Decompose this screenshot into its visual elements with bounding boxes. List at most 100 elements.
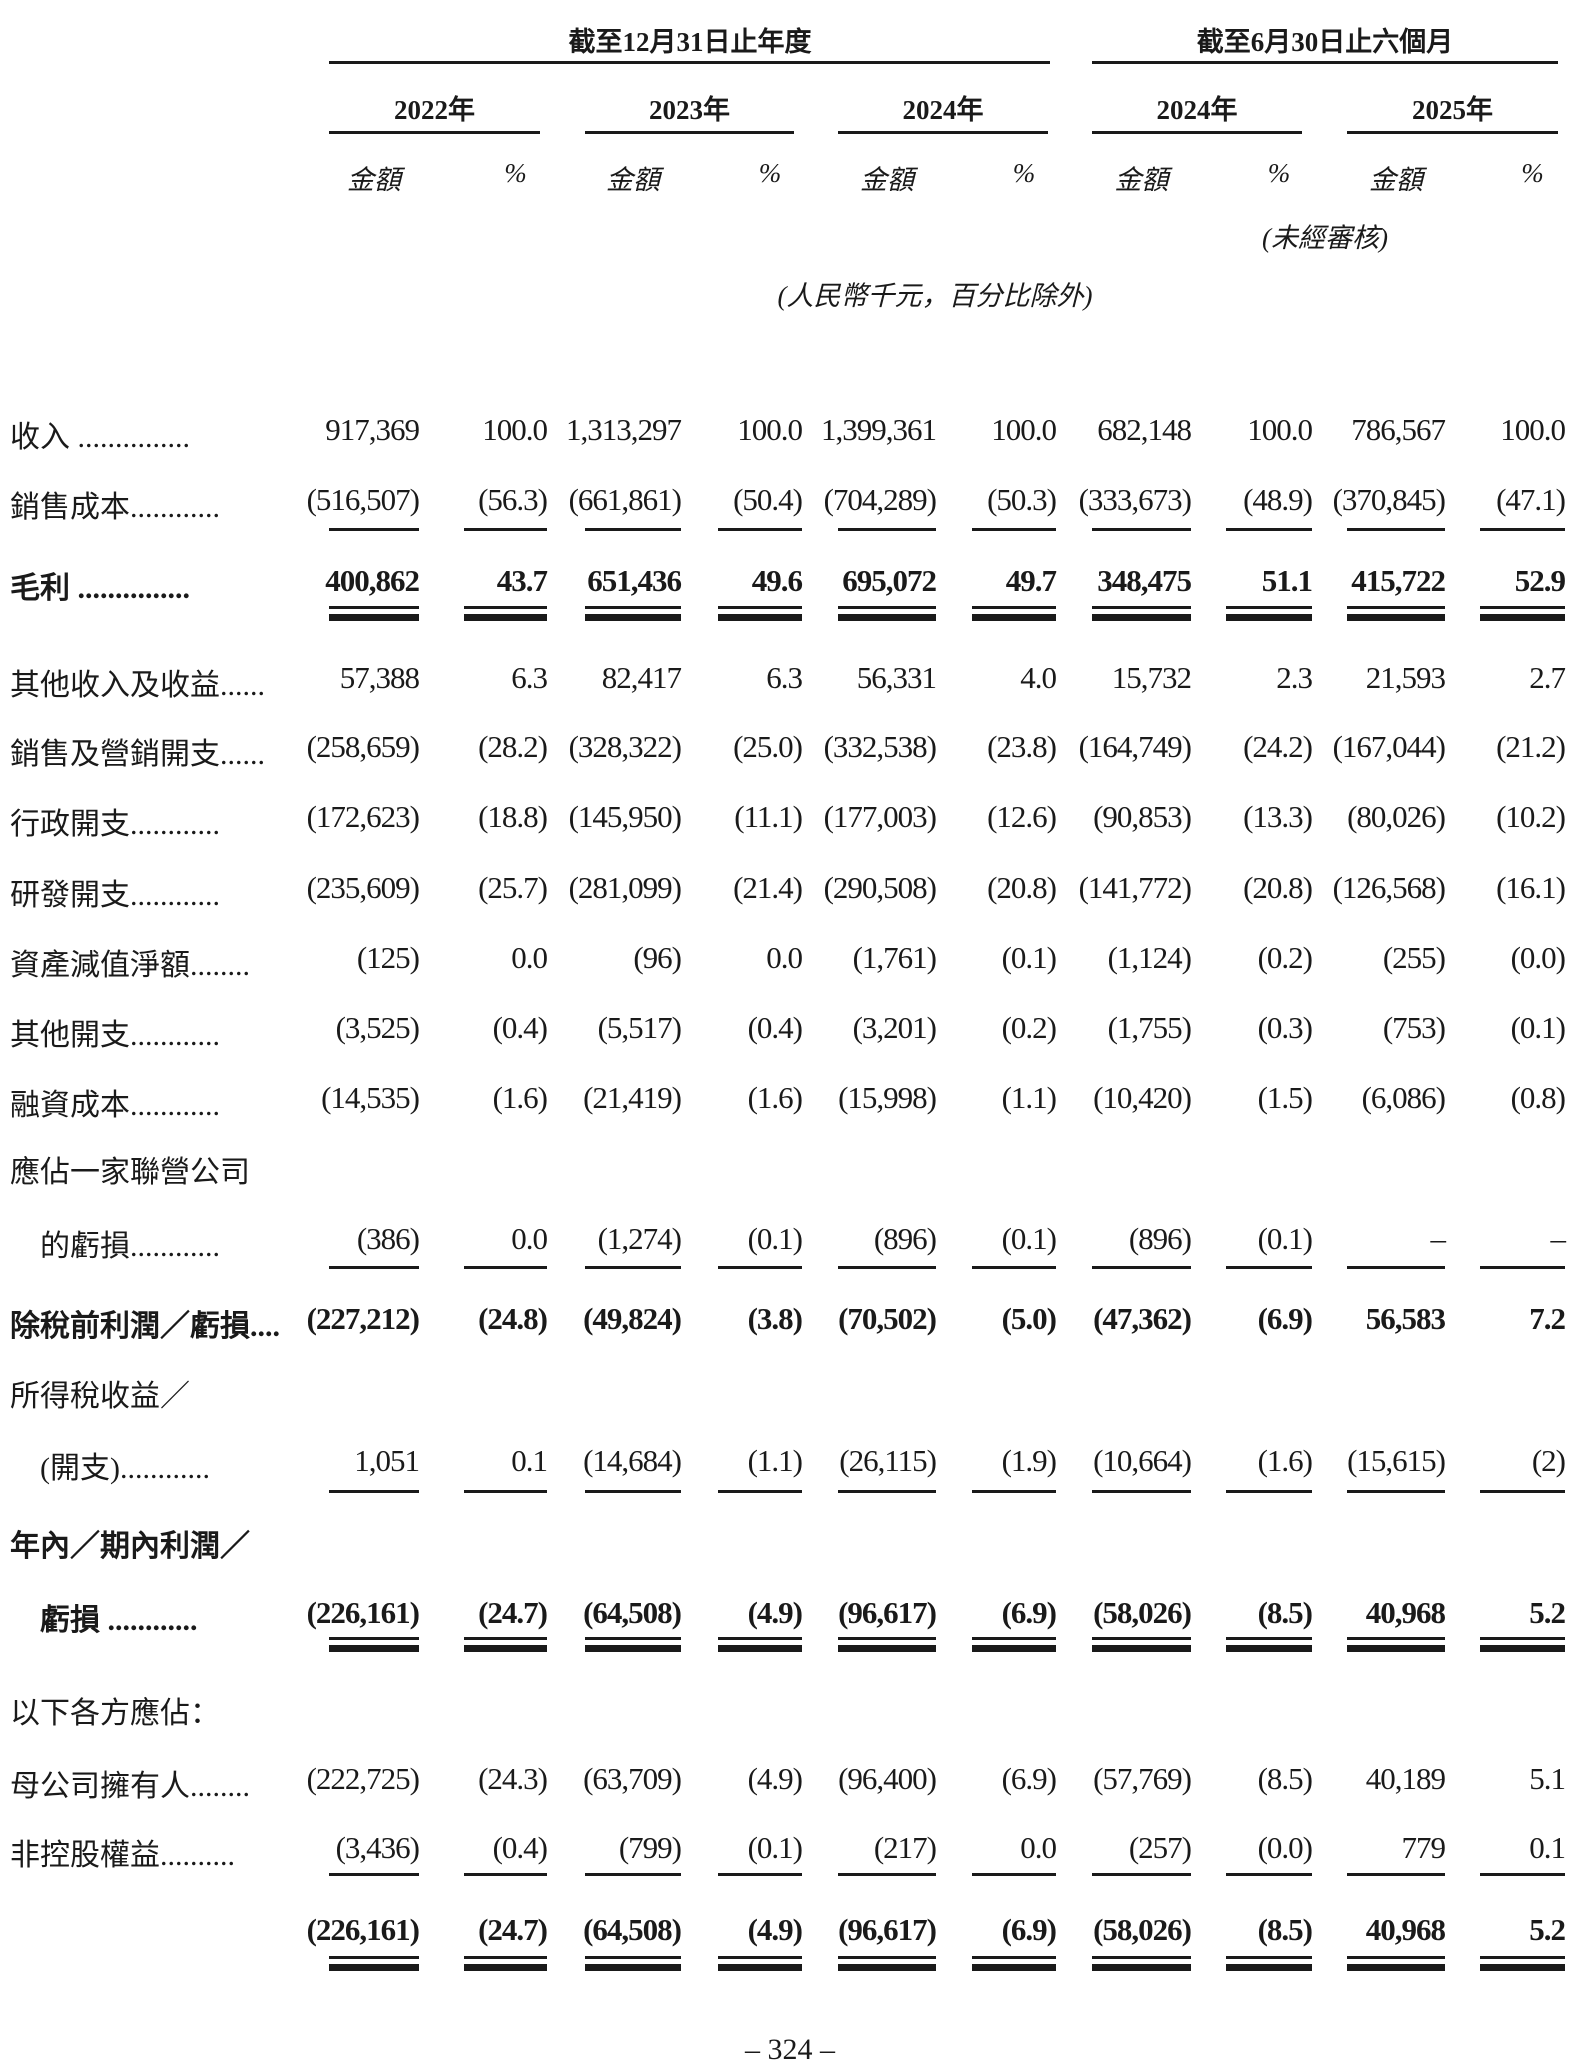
amount-cell: (799) [618, 1830, 682, 1865]
row-label: 的虧損............ [10, 1230, 220, 1263]
percent-cell: 6.3 [766, 660, 803, 695]
underline [1347, 1873, 1445, 1876]
amount-cell: (14,535) [321, 1080, 420, 1115]
underline [585, 1266, 681, 1269]
underline [1347, 1266, 1445, 1269]
row-label: 銷售成本............ [10, 491, 220, 524]
percent-cell: 100.0 [737, 412, 803, 447]
amount-cell: 786,567 [1351, 412, 1446, 447]
row-label: 除稅前利潤／虧損.... [10, 1310, 280, 1343]
double-underline [585, 606, 681, 609]
underline [329, 1873, 419, 1876]
double-underline [1347, 1645, 1445, 1652]
double-underline [329, 1637, 419, 1640]
row-label: 行政開支............ [10, 808, 220, 841]
double-underline [585, 1964, 681, 1971]
double-underline [1092, 614, 1191, 621]
amount-cell: (80,026) [1347, 799, 1446, 834]
underline [1092, 1490, 1191, 1493]
underline [972, 1266, 1056, 1269]
percent-cell: (24.3) [478, 1761, 548, 1796]
underline [718, 1873, 802, 1876]
percent-cell: (0.1) [747, 1830, 803, 1865]
amount-cell: (257) [1128, 1830, 1192, 1865]
double-underline [1092, 606, 1191, 609]
double-underline [329, 606, 419, 609]
amount-cell: (141,772) [1078, 870, 1192, 905]
amount-cell: (96,617) [838, 1595, 937, 1630]
row-label: 應佔一家聯營公司 [10, 1156, 250, 1189]
amount-cell: 56,583 [1365, 1301, 1446, 1336]
double-underline [718, 606, 802, 609]
amount-cell: (227,212) [306, 1301, 420, 1336]
percent-cell: (1.1) [747, 1443, 803, 1478]
percent-cell: 0.0 [511, 940, 548, 975]
amount-cell: (167,044) [1332, 729, 1446, 764]
underline [464, 528, 547, 531]
percent-cell: (23.8) [987, 729, 1057, 764]
amount-cell: (96,617) [838, 1912, 937, 1947]
double-underline [1480, 614, 1565, 621]
amount-cell: (255) [1382, 940, 1446, 975]
row-label: 非控股權益.......... [10, 1839, 235, 1872]
amount-cell: 651,436 [587, 563, 682, 598]
double-underline [972, 606, 1056, 609]
row-label: 資產減值淨額........ [10, 949, 250, 982]
amount-cell: 1,399,361 [821, 412, 937, 447]
double-underline [464, 1645, 547, 1652]
percent-cell: (1.6) [747, 1080, 803, 1115]
percent-cell: (28.2) [478, 729, 548, 764]
year-rule [585, 131, 794, 134]
amount-cell: (328,322) [568, 729, 682, 764]
underline [1480, 1266, 1565, 1269]
double-underline [1226, 1637, 1312, 1640]
underline [1092, 1873, 1191, 1876]
percent-cell: 2.7 [1529, 660, 1566, 695]
double-underline [838, 1964, 936, 1971]
amount-cell: (58,026) [1093, 1595, 1192, 1630]
amount-cell: 40,968 [1365, 1595, 1446, 1630]
underline [1226, 1490, 1312, 1493]
percent-cell: (4.9) [747, 1761, 803, 1796]
underline [329, 528, 419, 531]
amount-cell: (704,289) [823, 482, 937, 517]
double-underline [329, 1964, 419, 1971]
percent-cell: 6.3 [511, 660, 548, 695]
percent-cell: (1.6) [492, 1080, 548, 1115]
percent-cell: (4.9) [747, 1912, 803, 1947]
amount-cell: (145,950) [568, 799, 682, 834]
percent-cell: (24.7) [478, 1912, 548, 1947]
amount-cell: (370,845) [1332, 482, 1446, 517]
double-underline [329, 614, 419, 621]
percent-cell: 0.1 [1529, 1830, 1566, 1865]
double-underline [464, 1956, 547, 1959]
amount-cell: 695,072 [842, 563, 937, 598]
row-label: 母公司擁有人........ [10, 1770, 250, 1803]
amount-cell: 40,189 [1365, 1761, 1446, 1796]
amount-cell: 1,051 [354, 1443, 420, 1478]
percent-cell: 100.0 [1500, 412, 1566, 447]
underline [838, 1873, 936, 1876]
underline [1092, 528, 1191, 531]
underline [838, 528, 936, 531]
double-underline [1226, 606, 1312, 609]
double-underline [1347, 614, 1445, 621]
amount-cell: (177,003) [823, 799, 937, 834]
amount-cell: (516,507) [306, 482, 420, 517]
double-underline [585, 614, 681, 621]
underline [329, 1266, 419, 1269]
percent-column-header: % [1521, 158, 1544, 188]
double-underline [1480, 1964, 1565, 1971]
double-underline [972, 614, 1056, 621]
percent-cell: (0.4) [747, 1010, 803, 1045]
underline [1226, 528, 1312, 531]
year-rule [1347, 131, 1558, 134]
amount-cell: (217) [873, 1830, 937, 1865]
underline [464, 1266, 547, 1269]
amount-cell: (1,274) [597, 1221, 682, 1256]
underline [972, 1490, 1056, 1493]
year-rule [838, 131, 1048, 134]
amount-cell: (57,769) [1093, 1761, 1192, 1796]
percent-cell: 43.7 [496, 563, 548, 598]
percent-column-header: % [1012, 158, 1036, 188]
